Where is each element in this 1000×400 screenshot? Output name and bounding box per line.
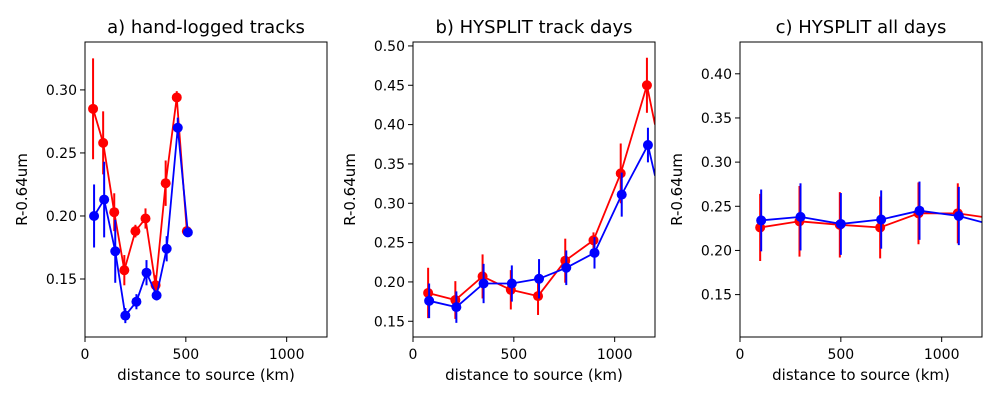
x-tick-label: 0 <box>409 347 418 363</box>
data-point <box>160 178 171 189</box>
axes-frame <box>412 41 656 338</box>
plot-area <box>88 58 193 324</box>
data-point <box>756 215 767 226</box>
data-point <box>120 310 131 321</box>
series-red <box>423 57 655 319</box>
y-tick-label: 0.15 <box>701 288 732 304</box>
y-tick-label: 0.25 <box>46 146 77 162</box>
data-point <box>506 278 517 289</box>
x-tick-label: 1000 <box>924 347 960 363</box>
y-tick-label: 0.40 <box>701 67 732 83</box>
data-point <box>110 246 121 257</box>
data-point <box>876 214 887 225</box>
data-point <box>533 291 544 302</box>
data-point <box>140 213 151 224</box>
data-point <box>589 247 600 258</box>
y-axis-label: R-0.64um <box>341 153 359 226</box>
chart-title: c) HYSPLIT all days <box>776 17 947 38</box>
data-point <box>914 205 925 216</box>
chart-title: a) hand-logged tracks <box>107 17 305 38</box>
x-axis-label: distance to source (km) <box>117 366 295 384</box>
y-tick-label: 0.20 <box>701 243 732 259</box>
y-tick-label: 0.50 <box>374 39 405 55</box>
x-axis-label: distance to source (km) <box>445 366 623 384</box>
x-tick-label: 0 <box>81 347 90 363</box>
series-blue <box>89 117 193 324</box>
axes-frame <box>84 41 328 338</box>
data-point <box>615 168 626 179</box>
data-point <box>875 222 886 233</box>
data-point <box>182 227 193 238</box>
data-point <box>88 103 99 114</box>
data-point <box>109 207 120 218</box>
plot-area <box>423 57 655 323</box>
y-tick-label: 0.30 <box>46 83 77 99</box>
y-tick-label: 0.35 <box>701 111 732 127</box>
y-tick-label: 0.25 <box>374 236 405 252</box>
y-tick-label: 0.15 <box>374 314 405 330</box>
y-tick-label: 0.20 <box>374 275 405 291</box>
data-point <box>451 302 462 313</box>
data-point <box>424 295 435 306</box>
x-tick-label: 500 <box>827 347 854 363</box>
data-point <box>835 218 846 229</box>
data-point <box>561 262 572 273</box>
data-point <box>130 226 141 237</box>
data-point <box>641 80 652 91</box>
data-point <box>161 243 172 254</box>
data-point <box>171 92 182 103</box>
y-tick-label: 0.45 <box>374 78 405 94</box>
y-axis-label: R-0.64um <box>13 153 31 226</box>
data-point <box>172 122 183 133</box>
series-line <box>92 97 188 286</box>
x-tick-label: 500 <box>172 347 199 363</box>
axes-frame <box>739 41 983 338</box>
data-point <box>141 267 152 278</box>
data-point <box>795 211 806 222</box>
x-tick-label: 0 <box>736 347 745 363</box>
data-point <box>588 235 599 246</box>
plot-area <box>755 181 982 262</box>
y-tick-label: 0.40 <box>374 118 405 134</box>
y-tick-label: 0.20 <box>46 209 77 225</box>
chart-title: b) HYSPLIT track days <box>435 17 632 38</box>
data-point <box>953 210 964 221</box>
data-point <box>616 189 627 200</box>
data-point <box>642 140 653 151</box>
panel-2: b) HYSPLIT track days distance to source … <box>341 17 656 384</box>
data-point <box>423 287 434 298</box>
x-tick-label: 1000 <box>597 347 633 363</box>
data-point <box>534 273 545 284</box>
y-axis-label: R-0.64um <box>668 153 686 226</box>
series-line <box>428 142 655 309</box>
x-tick-label: 500 <box>500 347 527 363</box>
data-point <box>151 290 162 301</box>
series-blue <box>424 127 655 323</box>
panel-1: a) hand-logged tracks distance to source … <box>13 17 328 384</box>
data-point <box>98 137 109 148</box>
x-tick-label: 1000 <box>269 347 305 363</box>
series-line <box>93 127 189 318</box>
data-point <box>89 210 100 221</box>
y-tick-label: 0.30 <box>701 155 732 171</box>
panel-3: c) HYSPLIT all days distance to source (k… <box>668 17 983 384</box>
data-point <box>119 265 130 276</box>
y-tick-label: 0.25 <box>701 199 732 215</box>
y-tick-label: 0.15 <box>46 272 77 288</box>
data-point <box>131 296 142 307</box>
y-tick-label: 0.35 <box>374 157 405 173</box>
data-point <box>99 194 110 205</box>
data-point <box>478 278 489 289</box>
series-line <box>427 85 655 302</box>
series-red <box>88 58 192 296</box>
x-axis-label: distance to source (km) <box>772 366 950 384</box>
y-tick-label: 0.30 <box>374 196 405 212</box>
series-blue <box>756 181 982 255</box>
